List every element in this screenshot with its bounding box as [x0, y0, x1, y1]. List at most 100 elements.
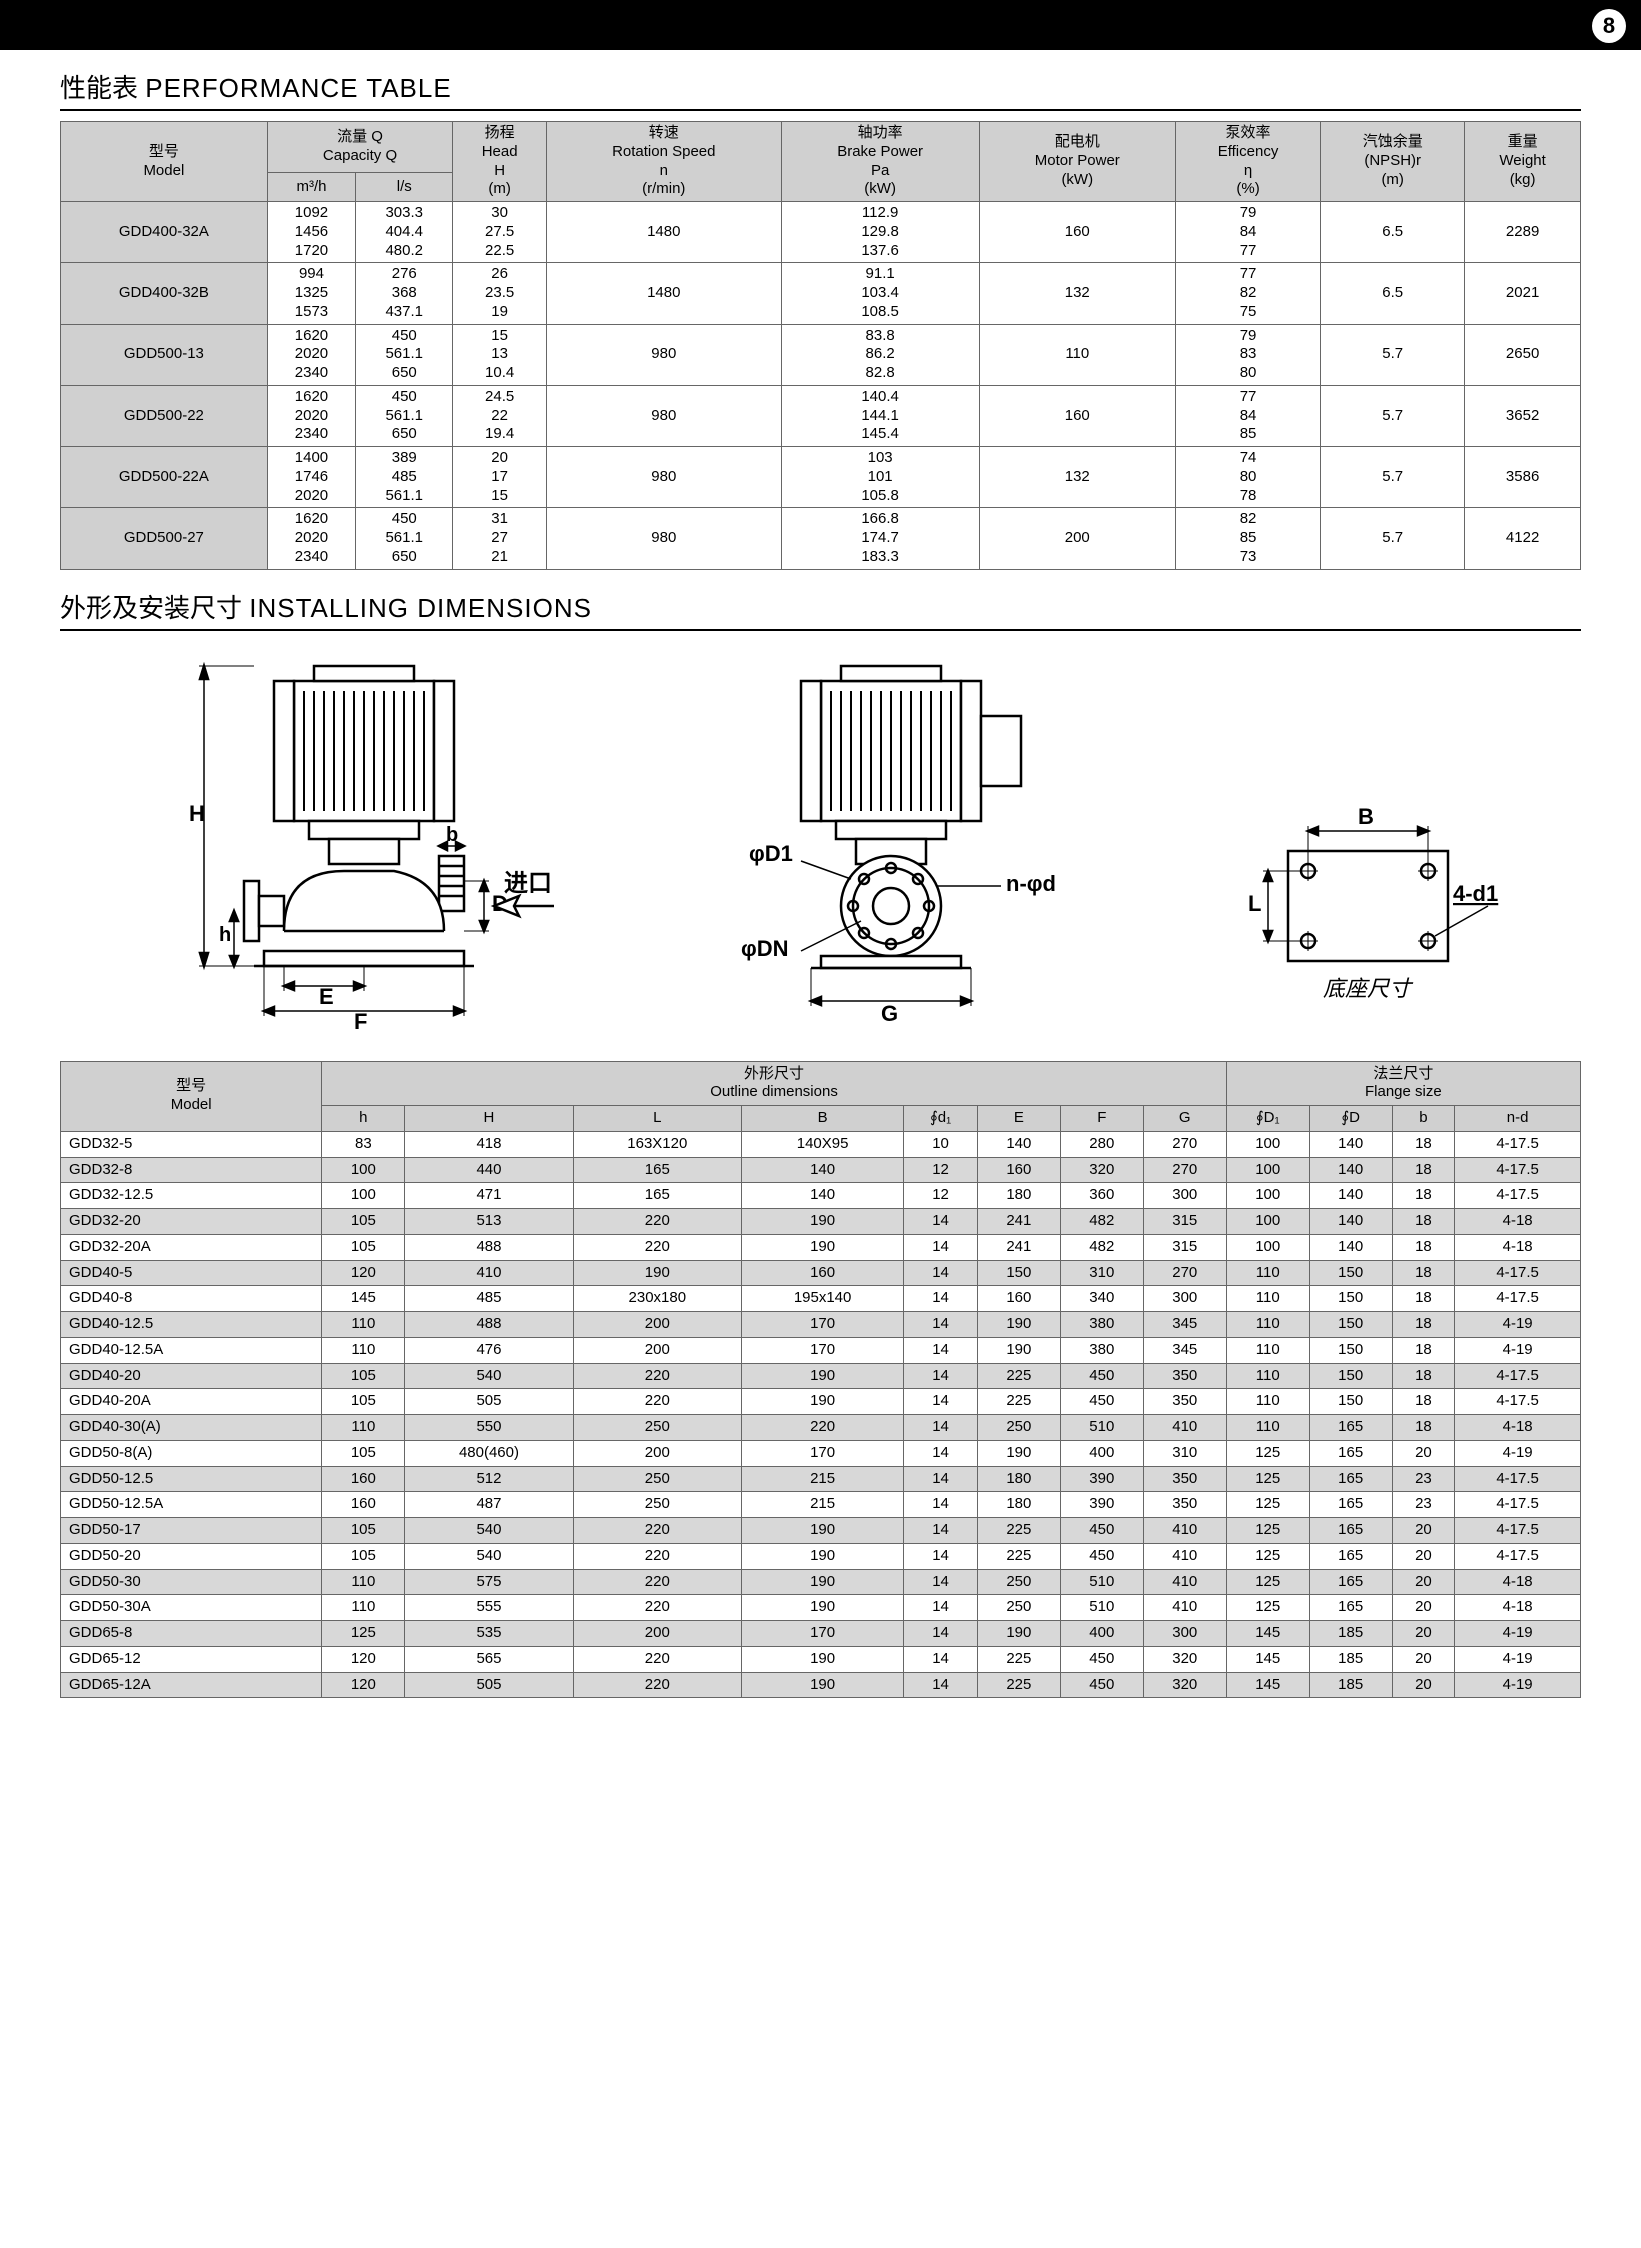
dim-cell: GDD50-8(A): [61, 1440, 322, 1466]
perf-row: GDD400-32B994 1325 1573276 368 437.126 2…: [61, 263, 1581, 324]
dim-cell: 190: [741, 1543, 903, 1569]
dim-cell: 565: [405, 1646, 573, 1672]
perf-cell: 91.1 103.4 108.5: [781, 263, 979, 324]
dim-cell: 225: [977, 1543, 1060, 1569]
dim-cell: 140: [741, 1157, 903, 1183]
section-performance-title: 性能表 PERFORMANCE TABLE: [60, 68, 1581, 111]
dim-cell: 4-19: [1455, 1672, 1581, 1698]
dim-row: GDD40-12.5110488200170141903803451101501…: [61, 1312, 1581, 1338]
dim-cell: 350: [1143, 1492, 1226, 1518]
dim-cell: 18: [1392, 1415, 1455, 1441]
dim-cell: 190: [741, 1518, 903, 1544]
perf-cell: 26 23.5 19: [453, 263, 547, 324]
dim-cell: 23: [1392, 1466, 1455, 1492]
dim-cell: 200: [573, 1337, 741, 1363]
lbl-G: G: [881, 1001, 898, 1026]
dim-cell: GDD32-12.5: [61, 1183, 322, 1209]
dim-title-cn: 外形及安装尺寸: [60, 593, 242, 623]
perf-cell: 450 561.1 650: [356, 385, 453, 446]
dim-cell: GDD40-20: [61, 1363, 322, 1389]
perf-cell: 20 17 15: [453, 447, 547, 508]
dim-row: GDD50-12.5160512250215141803903501251652…: [61, 1466, 1581, 1492]
perf-cell: 77 84 85: [1175, 385, 1320, 446]
dim-cell: 250: [573, 1415, 741, 1441]
dim-cell: 4-17.5: [1455, 1518, 1581, 1544]
dim-cell: 535: [405, 1621, 573, 1647]
dim-cell: GDD40-12.5: [61, 1312, 322, 1338]
dim-cell: 105: [322, 1363, 405, 1389]
perf-cell: GDD400-32A: [61, 202, 268, 263]
dim-cell: 180: [977, 1183, 1060, 1209]
dim-cell: 145: [1226, 1621, 1309, 1647]
dim-cell: 250: [977, 1415, 1060, 1441]
dim-cell: GDD50-30: [61, 1569, 322, 1595]
dim-cell: 360: [1060, 1183, 1143, 1209]
perf-row: GDD500-131620 2020 2340450 561.1 65015 1…: [61, 324, 1581, 385]
dim-cell: 200: [573, 1440, 741, 1466]
dim-cell: 18: [1392, 1183, 1455, 1209]
perf-cell: 3652: [1465, 385, 1581, 446]
perf-tbody: GDD400-32A1092 1456 1720303.3 404.4 480.…: [61, 202, 1581, 570]
perf-row: GDD500-22A1400 1746 2020389 485 561.120 …: [61, 447, 1581, 508]
perf-cell: 200: [979, 508, 1175, 569]
dim-row: GDD40-8145485230x180195x1401416034030011…: [61, 1286, 1581, 1312]
dim-cell: 270: [1143, 1260, 1226, 1286]
dim-cell: 105: [322, 1440, 405, 1466]
dim-cell: 4-17.5: [1455, 1363, 1581, 1389]
dim-cell: GDD40-5: [61, 1260, 322, 1286]
hdr-capacity: 流量 QCapacity Q: [267, 122, 453, 173]
dim-cell: 280: [1060, 1131, 1143, 1157]
dim-cell: GDD50-12.5: [61, 1466, 322, 1492]
dim-cell: 14: [904, 1518, 978, 1544]
dim-row: GDD50-30A1105552201901425051041012516520…: [61, 1595, 1581, 1621]
hdr-eff: 泵效率Efficency η (%): [1175, 122, 1320, 202]
perf-cell: 1480: [546, 202, 781, 263]
dim-cell: 270: [1143, 1131, 1226, 1157]
dim-row: GDD40-12.5A11047620017014190380345110150…: [61, 1337, 1581, 1363]
hdr-npsh: 汽蚀余量(NPSH)r (m): [1321, 122, 1465, 202]
perf-cell: 450 561.1 650: [356, 508, 453, 569]
dim-cell: 390: [1060, 1466, 1143, 1492]
dim-cell: 250: [573, 1466, 741, 1492]
dim-cell: GDD65-12A: [61, 1672, 322, 1698]
dim-cell: 190: [977, 1621, 1060, 1647]
dim-cell: 140: [1309, 1209, 1392, 1235]
dim-cell: 14: [904, 1260, 978, 1286]
dim-cell: 190: [741, 1595, 903, 1621]
dim-cell: 110: [1226, 1312, 1309, 1338]
dim-cell: 440: [405, 1157, 573, 1183]
dim-cell: 555: [405, 1595, 573, 1621]
dim-cell: 4-17.5: [1455, 1543, 1581, 1569]
section-dimensions-title: 外形及安装尺寸 INSTALLING DIMENSIONS: [60, 588, 1581, 631]
dim-cell: 220: [573, 1389, 741, 1415]
perf-cell: 303.3 404.4 480.2: [356, 202, 453, 263]
dim-cell: 20: [1392, 1672, 1455, 1698]
dim-cell: 4-19: [1455, 1646, 1581, 1672]
lbl-h: h: [219, 924, 231, 946]
dim-row: GDD65-812553520017014190400300145185204-…: [61, 1621, 1581, 1647]
perf-cell: 276 368 437.1: [356, 263, 453, 324]
perf-title-cn: 性能表: [60, 73, 138, 103]
dim-cell: 190: [977, 1312, 1060, 1338]
dim-cell: 320: [1060, 1157, 1143, 1183]
dim-cell: 512: [405, 1466, 573, 1492]
perf-cell: 1092 1456 1720: [267, 202, 355, 263]
dim-cell: 100: [322, 1183, 405, 1209]
dim-cell: 340: [1060, 1286, 1143, 1312]
perf-row: GDD400-32A1092 1456 1720303.3 404.4 480.…: [61, 202, 1581, 263]
perf-cell: 2289: [1465, 202, 1581, 263]
dim-cell: 160: [977, 1157, 1060, 1183]
dim-cell: GDD50-20: [61, 1543, 322, 1569]
dim-cell: 410: [1143, 1569, 1226, 1595]
dimensions-table: 型号Model 外形尺寸Outline dimensions 法兰尺寸Flang…: [60, 1061, 1581, 1699]
dim-cell: 105: [322, 1209, 405, 1235]
dim-cell: 225: [977, 1363, 1060, 1389]
dim-row: GDD50-2010554022019014225450410125165204…: [61, 1543, 1581, 1569]
dim-cell: 410: [1143, 1543, 1226, 1569]
dim-cell: 190: [741, 1569, 903, 1595]
dhdr-h: h: [322, 1106, 405, 1132]
dim-cell: 160: [322, 1492, 405, 1518]
dim-cell: 165: [1309, 1543, 1392, 1569]
dim-cell: 165: [1309, 1415, 1392, 1441]
dim-cell: 125: [1226, 1518, 1309, 1544]
